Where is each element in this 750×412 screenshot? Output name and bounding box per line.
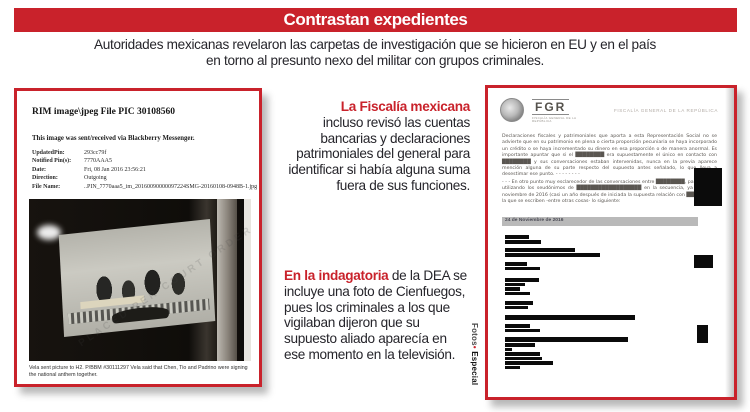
redaction-bar: [505, 240, 541, 244]
redaction-bar: [505, 253, 600, 257]
redaction-bar: [505, 347, 512, 351]
meta-value: Fri, 08 Jan 2016 23:56:21: [84, 166, 146, 173]
fgr-header-text: FISCALÍA GENERAL DE LA REPÚBLICA: [613, 108, 718, 113]
meta-value: ..PIN_7770aaa5_im_20160090000097224SMG-2…: [84, 183, 258, 190]
photo-curtain: [217, 199, 237, 361]
subtitle-line-2: en torno al presunto nexo del militar co…: [206, 52, 544, 68]
redaction-bar: [505, 278, 539, 282]
meta-value: Outgoing: [84, 175, 107, 182]
redaction-bar: [505, 356, 542, 360]
redaction-bar: [505, 305, 528, 309]
redaction-bars: [505, 229, 725, 369]
text-block-fiscalia-body: incluso revisó las cuentas bancarias y d…: [288, 114, 470, 193]
text-block-indagatoria-lead: En la indagatoria: [284, 268, 389, 283]
text-block-fiscalia: La Fiscalía mexicana incluso revisó las c…: [286, 99, 470, 194]
redaction-bar: [505, 287, 520, 291]
tv-screen: [58, 219, 216, 337]
photo-credit: Fotos• Especial: [470, 323, 479, 385]
scan-edge-shadow: [725, 88, 734, 397]
title-banner: Contrastan expedientes: [14, 8, 737, 32]
photo-credit-separator: •: [470, 345, 479, 349]
dea-photo-caption: Vela sent picture to H2. P/BBM #30111297…: [29, 365, 248, 378]
redaction-block: [694, 255, 713, 268]
redaction-bar: [505, 235, 529, 239]
redaction-bar: [505, 324, 530, 328]
dea-doc-metadata: UpdatedPin: 293cc79f Notified Pin(s): 7770…: [32, 149, 257, 191]
photo-glare: [37, 225, 61, 240]
meta-label: File Name:: [32, 183, 61, 190]
meta-label: Notified Pin(s):: [32, 158, 72, 165]
mexico-seal-icon: [500, 98, 524, 122]
dea-document: RIM image\jpeg File PIC 30108560 This im…: [14, 88, 262, 387]
redaction-block: [697, 325, 708, 343]
redaction-bar: [505, 291, 530, 295]
meta-label: UpdatedPin:: [32, 150, 65, 156]
redaction-bar: [505, 343, 535, 347]
redaction-bar: [505, 266, 540, 270]
meta-row: UpdatedPin: 293cc79f: [32, 149, 257, 157]
redaction-bar: [505, 282, 525, 286]
meta-value: 7770AAA5: [84, 158, 112, 165]
photo-credit-value: Especial: [470, 351, 479, 386]
meta-value: 293cc79f: [84, 150, 107, 156]
subtitle-line-1: Autoridades mexicanas revelaron las carp…: [93, 37, 657, 52]
redaction-bar: [505, 365, 520, 369]
subtitle: Autoridades mexicanas revelaron las carp…: [0, 37, 750, 68]
text-block-indagatoria: En la indagatoria de la DEA se incluye u…: [284, 268, 468, 363]
redaction-bar: [505, 328, 540, 332]
photo-credit-label: Fotos: [470, 323, 479, 346]
tv-photo: [29, 199, 251, 361]
meta-row: Date: Fri, 08 Jan 2016 23:56:21: [32, 166, 257, 174]
fgr-paragraph-2: - - - En otro punto muy esclarecedor de …: [502, 180, 717, 205]
page-title: Contrastan expedientes: [283, 10, 468, 29]
text-block-indagatoria-body: de la DEA se incluye una foto de Cienfue…: [284, 268, 467, 362]
redaction-bar: [505, 248, 575, 252]
meta-row: File Name: ..PIN_7770aaa5_im_201600900000…: [32, 183, 257, 191]
meta-row: Notified Pin(s): 7770AAA5: [32, 157, 257, 165]
photo-edge: [244, 199, 251, 361]
fgr-date-bar: 24 de Noviembre de 2016: [502, 217, 698, 226]
redaction-bar: [505, 301, 533, 305]
dea-doc-title: RIM image\jpeg File PIC 30108560: [32, 107, 176, 117]
dea-doc-subtitle: This image was sent/received via Blackbe…: [32, 135, 195, 142]
fgr-logo-subtext: FISCALÍA GENERAL DE LA REPÚBLICA: [532, 116, 577, 124]
meta-row: Direction: Outgoing: [32, 174, 257, 182]
redaction-bar: [505, 262, 527, 266]
redaction-bar: [505, 315, 635, 320]
meta-label: Date:: [32, 166, 46, 173]
meta-label: Direction:: [32, 175, 58, 182]
fgr-wordmark: FGR: [532, 99, 570, 115]
fgr-document: FGR FISCALÍA GENERAL DE LA REPÚBLICA FIS…: [485, 85, 737, 400]
redaction-bar: [505, 337, 628, 342]
text-block-fiscalia-lead: La Fiscalía mexicana: [340, 99, 471, 114]
fgr-paragraph-1: Declaraciones fiscales y patrimoniales q…: [502, 134, 717, 178]
redaction-bar: [505, 361, 553, 365]
redaction-block: [694, 168, 722, 206]
redaction-bar: [505, 352, 540, 356]
